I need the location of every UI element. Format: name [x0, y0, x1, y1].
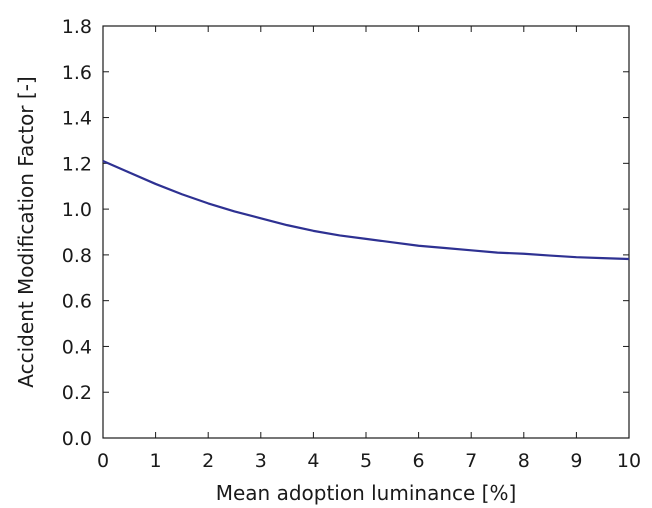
y-tick-label: 0.8	[62, 245, 92, 267]
y-tick-label: 0.2	[62, 382, 92, 404]
y-tick-label: 1.4	[62, 108, 92, 130]
y-tick-label: 0.4	[62, 336, 92, 358]
x-tick-label: 8	[518, 450, 530, 472]
x-tick-label: 4	[307, 450, 319, 472]
x-tick-label: 7	[465, 450, 477, 472]
x-tick-label: 0	[97, 450, 109, 472]
y-tick-label: 0.6	[62, 291, 92, 313]
y-tick-label: 1.6	[62, 62, 92, 84]
x-tick-label: 1	[150, 450, 162, 472]
x-axis-title: Mean adoption luminance [%]	[216, 481, 517, 505]
x-tick-label: 6	[413, 450, 425, 472]
axis-ticks	[102, 25, 630, 439]
x-tick-label: 2	[202, 450, 214, 472]
series-group	[102, 160, 630, 261]
axis-tick-labels: 0 1 2 3 4 5 6 7 8 9 10 0.0 0.2 0.4 0.6 0.8 1.0 1.2 1.4 1.6 1…	[62, 16, 641, 472]
y-tick-label: 1.0	[62, 199, 92, 221]
y-tick-label: 1.2	[62, 153, 92, 175]
y-axis-title: Accident Modification Factor [-]	[14, 76, 38, 387]
x-tick-label: 9	[570, 450, 582, 472]
y-tick-label: 1.8	[62, 16, 92, 38]
x-tick-label: 5	[360, 450, 372, 472]
x-tick-label: 3	[255, 450, 267, 472]
series-line-0	[102, 160, 630, 261]
plot-frame	[102, 25, 630, 439]
x-tick-label: 10	[617, 450, 641, 472]
y-tick-label: 0.0	[62, 428, 92, 450]
